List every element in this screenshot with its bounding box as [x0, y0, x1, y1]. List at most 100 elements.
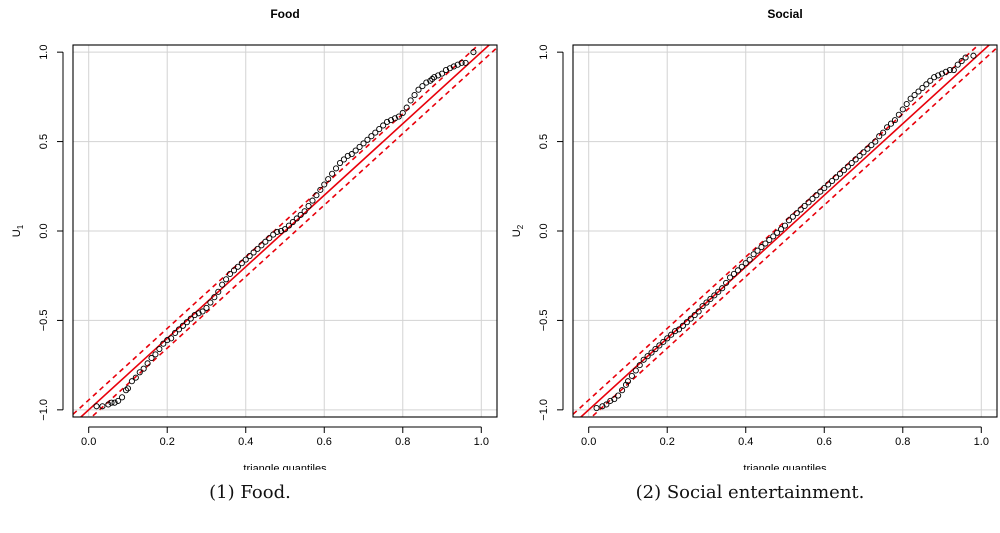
data-point — [352, 147, 359, 154]
y-tick-label: 0.0 — [538, 223, 550, 238]
data-point — [399, 109, 406, 117]
data-point — [954, 61, 961, 68]
caption-text: Social entertainment. — [666, 482, 865, 503]
y-axis-label-subscript: 2 — [516, 224, 525, 229]
data-point — [325, 176, 332, 183]
data-point — [391, 115, 398, 122]
data-point — [923, 81, 930, 88]
y-axis-label-base: U — [11, 229, 23, 237]
data-point — [884, 124, 891, 131]
data-point — [640, 356, 647, 363]
data-point — [285, 222, 292, 229]
data-point — [970, 52, 977, 59]
x-tick-label: 0.6 — [317, 436, 332, 448]
data-point — [156, 345, 163, 353]
data-point — [293, 215, 300, 222]
data-point — [144, 360, 151, 367]
data-point — [844, 163, 851, 170]
data-point — [376, 126, 383, 133]
data-point — [719, 285, 726, 292]
data-point — [187, 315, 194, 322]
data-point — [234, 263, 241, 270]
data-point — [962, 54, 969, 61]
data-point — [111, 399, 118, 406]
y-tick-label: −0.5 — [538, 310, 550, 332]
data-point — [423, 79, 430, 86]
data-point — [160, 340, 167, 347]
data-point — [309, 197, 316, 204]
plot-frame — [72, 44, 498, 418]
data-point — [778, 226, 785, 233]
data-point — [289, 219, 296, 226]
data-point — [458, 59, 465, 66]
y-tick-label: 0.0 — [38, 223, 50, 238]
data-point — [435, 72, 442, 79]
data-point — [687, 315, 694, 322]
data-point — [329, 170, 336, 177]
data-point — [738, 263, 745, 270]
data-point — [880, 129, 887, 136]
data-point — [403, 104, 410, 111]
upper-band-line — [573, 45, 980, 415]
data-point — [317, 186, 324, 193]
data-point — [668, 331, 675, 338]
data-point — [266, 235, 273, 242]
data-point — [431, 74, 438, 81]
data-point — [301, 208, 308, 215]
caption-number: (2) — [635, 482, 662, 503]
y-tick-label: 0.5 — [38, 134, 50, 149]
data-point — [891, 117, 898, 124]
data-point — [774, 229, 781, 236]
chart-title: Social — [767, 7, 802, 21]
data-point — [644, 353, 651, 360]
y-tick-label: 1.0 — [538, 45, 550, 60]
data-point — [219, 281, 226, 288]
data-point — [711, 292, 718, 299]
data-point — [168, 335, 175, 342]
data-point — [899, 106, 906, 113]
data-point — [797, 206, 804, 213]
data-point — [793, 210, 800, 217]
data-point — [931, 74, 938, 81]
data-point — [356, 143, 363, 150]
x-tick-label: 1.0 — [974, 436, 989, 448]
data-point — [207, 299, 214, 306]
data-point — [628, 372, 635, 379]
data-point — [372, 129, 379, 136]
data-point — [809, 195, 816, 202]
y-tick-label: −1.0 — [538, 399, 550, 421]
data-point — [164, 337, 171, 344]
data-point — [195, 310, 202, 317]
data-point — [175, 326, 183, 333]
data-point — [695, 308, 702, 315]
data-point — [832, 174, 840, 181]
data-point — [191, 312, 198, 319]
data-point — [876, 133, 883, 140]
social-caption: (2) Social entertainment. — [500, 482, 1000, 503]
upper-band-line — [73, 45, 480, 415]
data-point — [781, 222, 789, 229]
x-tick-label: 0.4 — [738, 436, 753, 448]
data-point — [254, 245, 261, 252]
data-point — [683, 319, 690, 326]
data-point — [715, 288, 722, 295]
data-point — [848, 159, 855, 167]
y-axis-label-base: U — [511, 229, 523, 237]
data-point — [278, 227, 285, 235]
data-point — [762, 240, 769, 247]
x-tick-label: 1.0 — [474, 436, 489, 448]
data-point — [119, 394, 126, 401]
data-point — [785, 217, 792, 224]
data-point — [660, 338, 667, 345]
social-qq-plot: 0.0 0.2 0.4 0.6 0.8 1.0 −1.0 −0.5 0.0 0.5 1.0 Socia… — [511, 7, 998, 470]
y-tick-label: −1.0 — [38, 399, 50, 421]
data-point — [411, 92, 418, 99]
data-point — [128, 378, 135, 385]
y-axis: −1.0 −0.5 0.0 0.5 1.0 — [38, 45, 64, 421]
data-point — [801, 202, 808, 210]
data-point — [935, 72, 942, 79]
x-tick-label: 0.2 — [660, 436, 675, 448]
data-point — [805, 199, 812, 206]
data-point — [258, 242, 265, 249]
x-axis-label: triangle quantiles — [743, 463, 827, 470]
